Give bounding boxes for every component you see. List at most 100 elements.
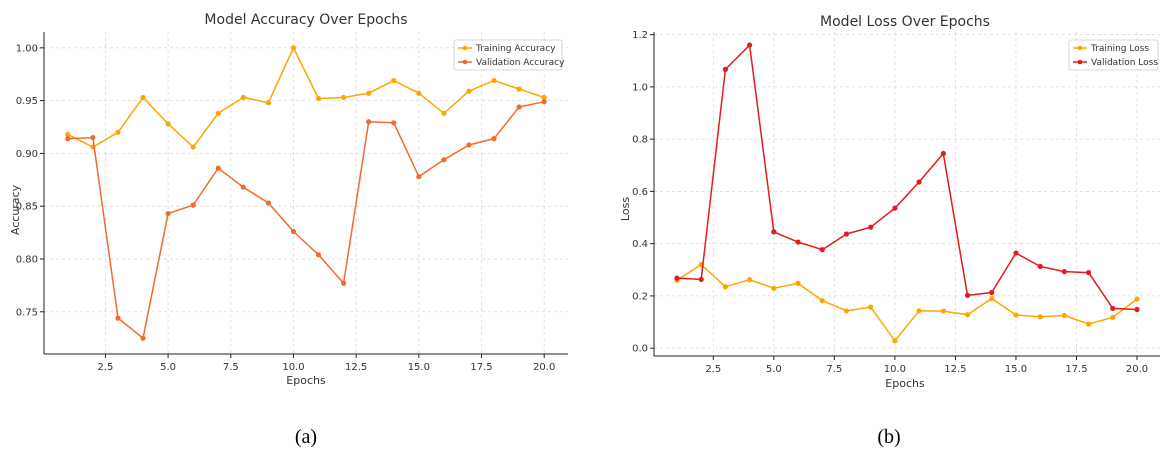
data-point (90, 134, 96, 141)
x-tick-label: 15.0 (1005, 364, 1027, 375)
y-tick-label: 0.85 (16, 202, 38, 213)
data-point (65, 136, 71, 142)
data-point (819, 298, 825, 304)
data-point (916, 179, 922, 185)
legend-label: Training Loss (1090, 44, 1149, 54)
x-tick-label: 10.0 (884, 364, 906, 375)
y-tick-label: 0.2 (632, 291, 648, 302)
x-tick-label: 12.5 (345, 362, 367, 373)
data-point (391, 120, 397, 126)
data-point (964, 292, 971, 298)
data-point (65, 131, 71, 138)
series-group (65, 45, 547, 341)
chart-title: Model Loss Over Epochs (820, 14, 990, 30)
legend-marker (462, 59, 468, 65)
x-tick-label: 15.0 (408, 362, 430, 373)
data-point (1134, 306, 1140, 313)
data-point (466, 142, 472, 148)
x-tick-label: 20.0 (1126, 364, 1148, 375)
legend-marker (1077, 59, 1083, 65)
data-point (1085, 270, 1092, 276)
x-axis-label: Epochs (885, 377, 925, 390)
tick-labels: 2.5 5.0 7.5 10.0 12.5 15.0 17.5 20.0 0.0 0.2 0.4 0.… (632, 30, 1148, 375)
y-tick-label: 0.90 (16, 149, 38, 160)
x-tick-label: 20.0 (533, 362, 555, 373)
y-tick-label: 0.4 (632, 239, 648, 250)
legend-box (453, 39, 563, 71)
data-point (989, 289, 995, 296)
series-line (676, 44, 1138, 311)
y-tick-label: 0.75 (16, 307, 38, 318)
data-point (1110, 305, 1116, 312)
data-point (916, 308, 922, 314)
data-point (491, 77, 497, 84)
data-point (341, 280, 347, 286)
data-point (215, 165, 221, 171)
x-axis-label: Epochs (286, 374, 326, 387)
data-point (341, 94, 347, 101)
data-point (416, 174, 422, 180)
y-tick-label: 0.95 (16, 96, 38, 107)
chart-title: Model Accuracy Over Epochs (204, 12, 407, 28)
x-tick-label: 7.5 (223, 362, 239, 373)
data-point (240, 94, 246, 101)
data-point (391, 77, 397, 84)
data-point (215, 110, 221, 116)
x-tick-label: 17.5 (470, 362, 492, 373)
x-tick-label: 5.0 (160, 362, 176, 373)
data-point (722, 284, 729, 290)
data-point (1085, 321, 1092, 327)
legend-label: Validation Loss (1091, 58, 1158, 68)
data-point (240, 184, 246, 190)
data-point (747, 42, 753, 48)
data-point (964, 312, 971, 318)
x-tick-label: 17.5 (1065, 364, 1087, 375)
x-tick-label: 5.0 (766, 364, 782, 375)
accuracy-chart: Model Accuracy Over Epochs 2.5 5.0 7.5 10.0… (9, 12, 568, 448)
data-point (491, 136, 497, 142)
data-point (795, 280, 801, 286)
data-point (115, 129, 121, 135)
data-point (366, 90, 372, 96)
data-point (516, 104, 522, 110)
data-point (366, 119, 372, 125)
data-point (466, 88, 472, 94)
data-point (722, 66, 729, 72)
data-point (747, 277, 753, 283)
legend: Training Loss Validation Loss (1068, 39, 1159, 71)
y-tick-label: 0.80 (16, 254, 38, 265)
data-point (190, 202, 196, 208)
data-point (698, 276, 704, 283)
data-point (541, 99, 547, 105)
data-point (441, 110, 447, 116)
data-point (165, 210, 171, 217)
data-point (674, 275, 680, 281)
data-point (892, 338, 898, 344)
legend-marker (462, 45, 468, 51)
data-point (868, 304, 874, 310)
data-point (190, 144, 196, 150)
y-tick-label: 1.0 (632, 82, 648, 93)
data-point (165, 121, 171, 127)
series-group (674, 42, 1140, 344)
x-tick-label: 2.5 (97, 362, 113, 373)
legend-marker (1077, 45, 1083, 51)
data-point (1061, 312, 1067, 319)
data-point (265, 100, 271, 106)
data-point (315, 252, 322, 258)
panel-caption: (a) (295, 426, 317, 448)
legend-label: Validation Accuracy (476, 58, 565, 68)
series-line (676, 263, 1138, 342)
y-axis-label: Accuracy (9, 184, 22, 235)
data-point (441, 157, 447, 163)
y-tick-label: 0.6 (632, 187, 648, 198)
data-point (315, 95, 322, 102)
series-line (67, 100, 545, 339)
x-tick-label: 12.5 (944, 364, 966, 375)
legend-label: Training Accuracy (475, 44, 556, 54)
data-point (940, 150, 946, 157)
data-point (115, 315, 121, 321)
y-tick-label: 1.00 (16, 43, 38, 54)
y-axis-label: Loss (619, 197, 632, 221)
